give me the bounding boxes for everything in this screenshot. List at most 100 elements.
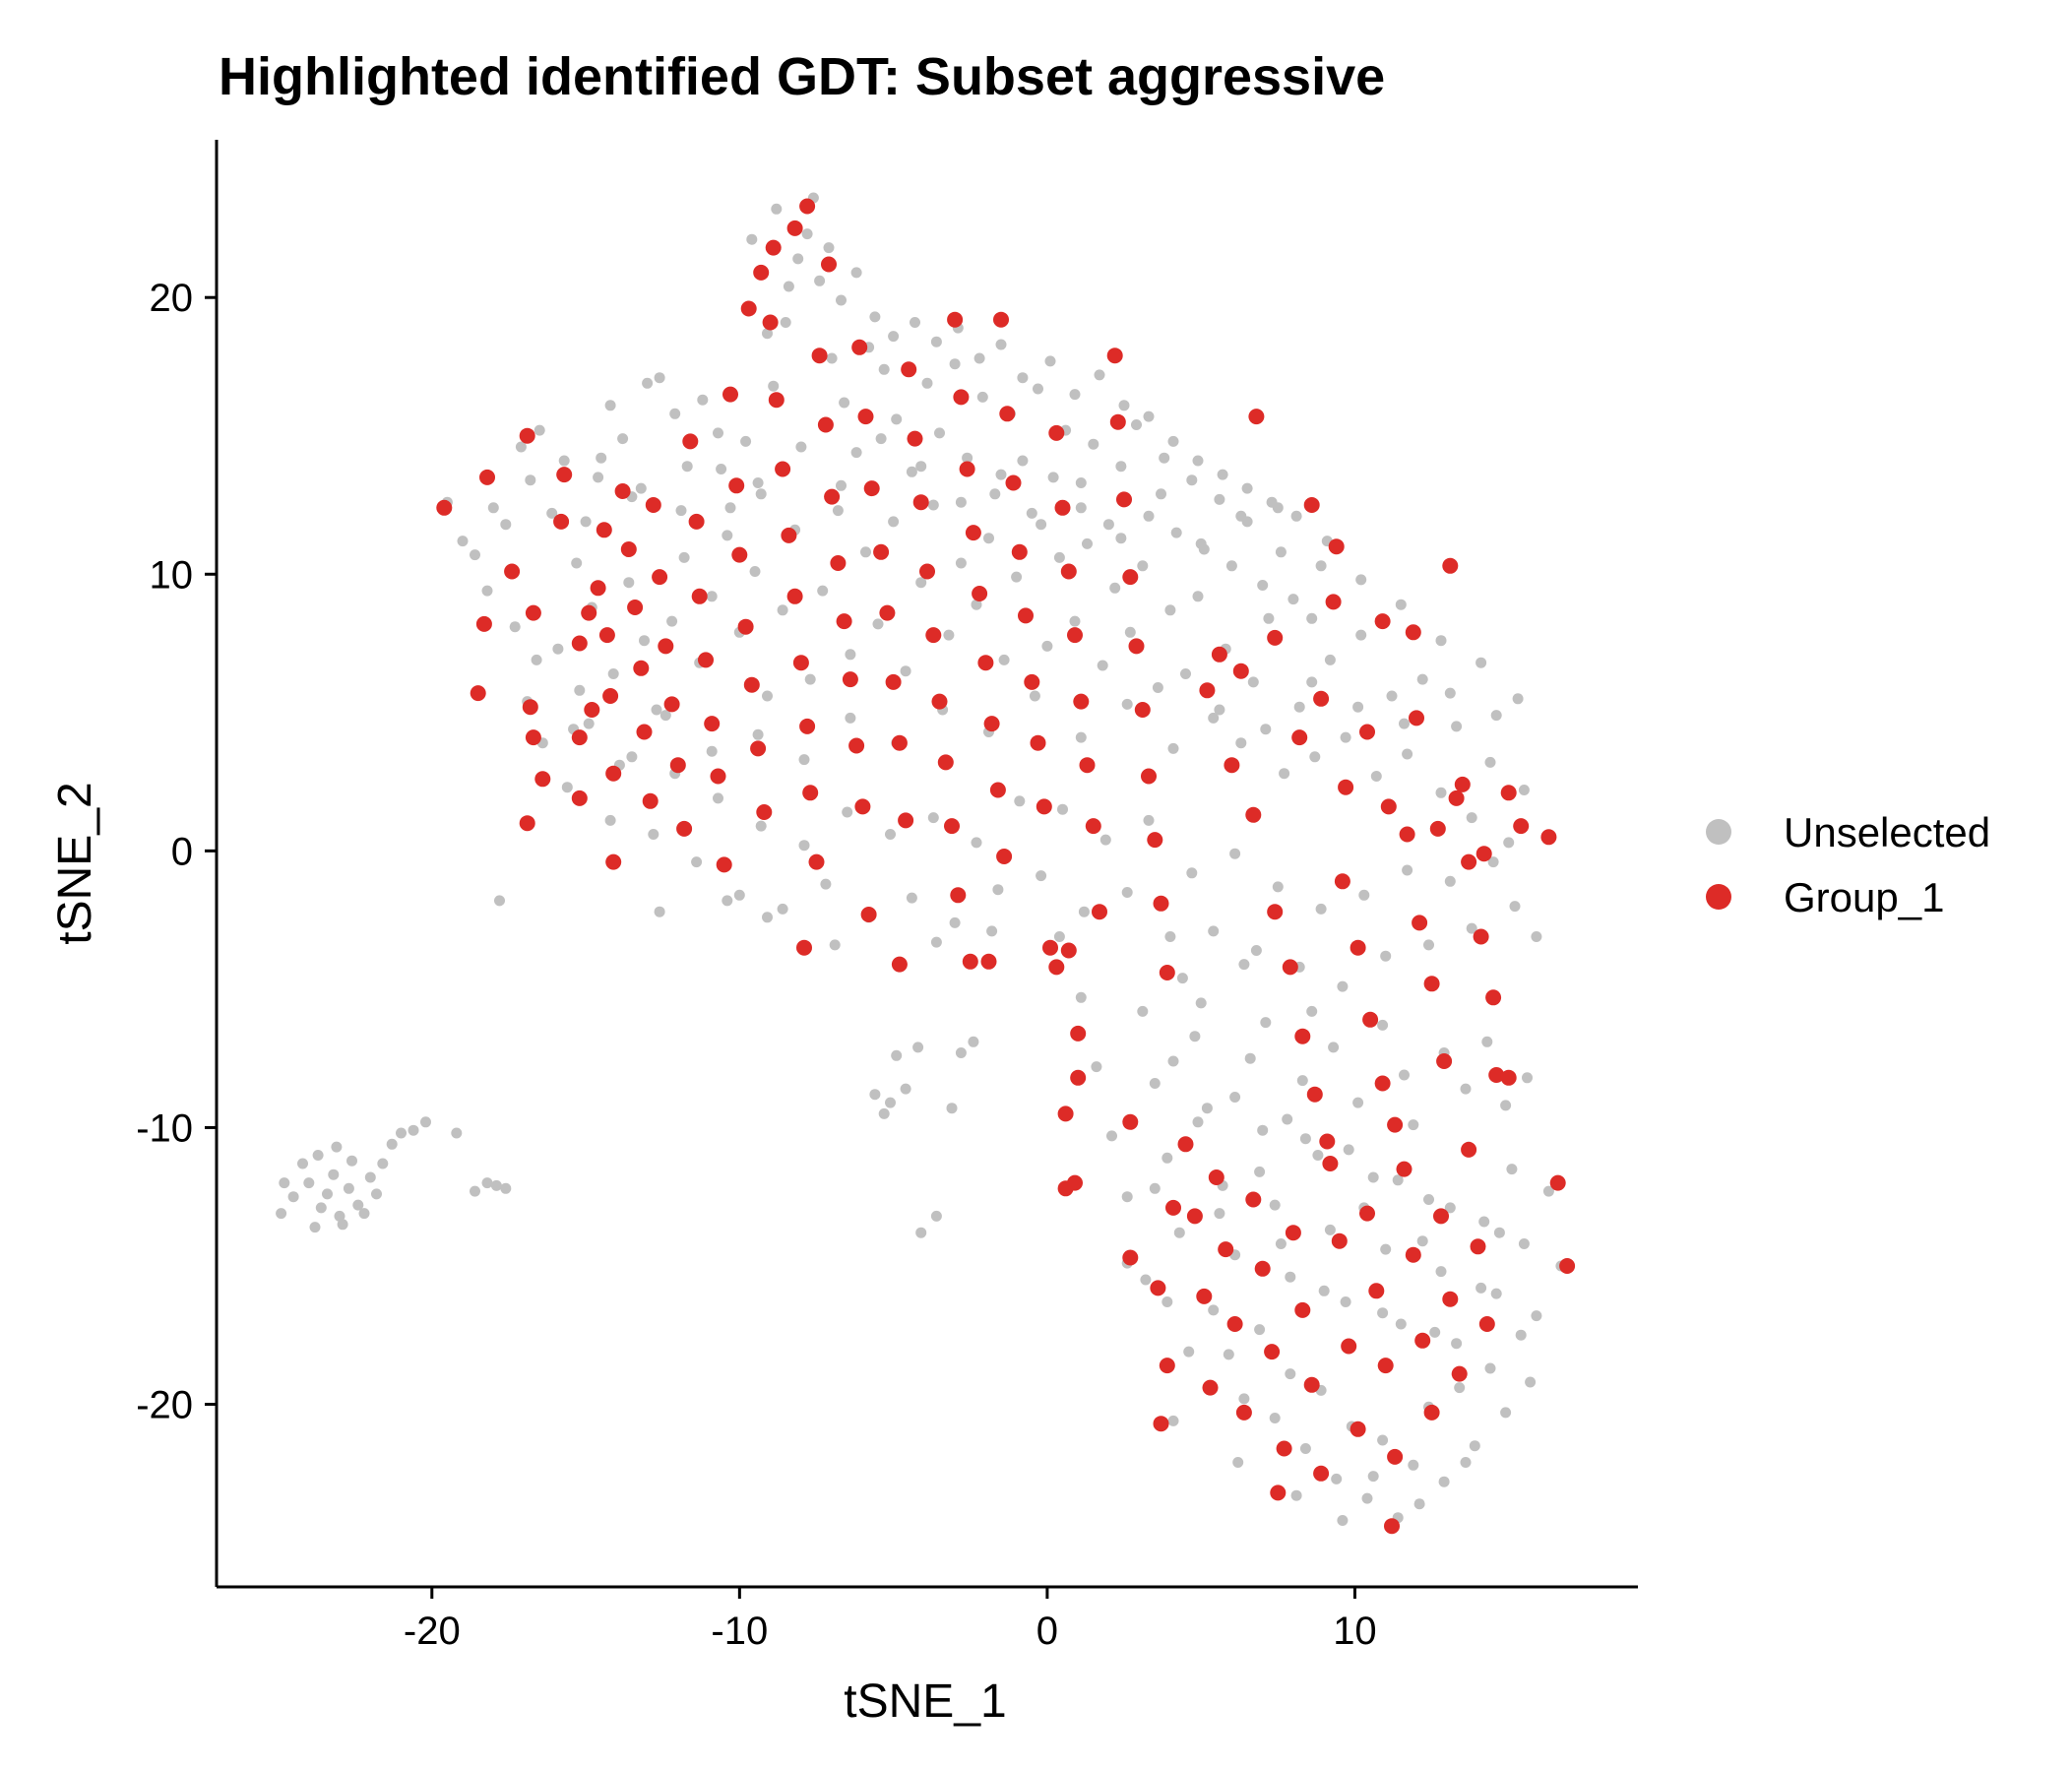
data-point	[1470, 1238, 1486, 1255]
data-point	[276, 1208, 287, 1220]
data-point	[869, 1089, 881, 1101]
data-point	[1214, 493, 1225, 505]
data-point	[1444, 1202, 1456, 1214]
data-point	[1500, 1100, 1512, 1111]
data-point	[1254, 1260, 1271, 1277]
data-point	[500, 519, 512, 531]
data-point	[1488, 1067, 1505, 1083]
x-axis-ticks: -20 -10 0 10	[404, 1587, 1377, 1653]
data-point	[571, 557, 583, 569]
data-point	[949, 916, 961, 928]
data-point	[1454, 1382, 1466, 1394]
data-point	[1167, 742, 1179, 754]
data-point	[1036, 519, 1047, 531]
data-point	[706, 591, 718, 602]
data-point	[1192, 1116, 1204, 1128]
data-point	[1257, 580, 1269, 591]
data-point	[1247, 676, 1259, 688]
data-point	[832, 505, 844, 517]
data-point	[971, 599, 982, 610]
data-point	[642, 377, 654, 389]
data-point	[1134, 702, 1151, 718]
data-point	[584, 702, 600, 718]
data-point	[1481, 1036, 1493, 1047]
data-point	[872, 618, 884, 630]
data-point	[420, 1116, 431, 1128]
data-point	[752, 477, 764, 488]
data-point	[531, 654, 542, 665]
legend-marker	[1706, 819, 1731, 845]
data-point	[1250, 945, 1262, 956]
x-tick-label: 10	[1333, 1610, 1377, 1653]
data-point	[1315, 903, 1327, 915]
data-point	[652, 569, 668, 586]
data-point	[1368, 1283, 1385, 1299]
data-point	[823, 242, 835, 254]
y-tick-label: 20	[150, 277, 194, 320]
data-point	[821, 256, 837, 273]
data-point	[891, 734, 908, 751]
data-point	[1036, 870, 1047, 882]
data-point	[639, 635, 650, 647]
data-point	[1448, 790, 1465, 806]
data-point	[1423, 976, 1440, 992]
data-point	[1005, 474, 1022, 491]
data-point	[1254, 1166, 1266, 1177]
data-point	[556, 467, 573, 483]
data-point	[946, 1103, 958, 1114]
data-point	[953, 389, 970, 406]
data-point	[1387, 1448, 1404, 1465]
data-point	[581, 604, 597, 621]
data-point	[1044, 355, 1056, 367]
data-point	[915, 1227, 927, 1238]
data-point	[983, 716, 1000, 732]
data-point	[768, 392, 785, 409]
data-point	[1060, 942, 1077, 959]
data-point	[733, 889, 745, 901]
data-point	[1522, 1072, 1533, 1084]
y-tick-label: 0	[171, 830, 193, 873]
data-point	[1069, 389, 1081, 401]
data-point	[1106, 347, 1123, 364]
data-point	[1367, 1171, 1379, 1183]
data-point	[1512, 693, 1524, 705]
data-point	[1092, 904, 1107, 920]
data-point	[1176, 973, 1188, 984]
data-point	[1266, 496, 1278, 508]
data-point	[1060, 563, 1077, 580]
data-point	[1416, 673, 1428, 685]
data-point	[912, 494, 929, 511]
data-point	[1128, 638, 1145, 655]
data-point	[1306, 1005, 1318, 1017]
data-point	[1152, 682, 1163, 693]
data-point	[1309, 751, 1321, 763]
data-point	[1299, 1443, 1311, 1454]
data-point	[1153, 1416, 1169, 1432]
data-point	[1238, 1393, 1250, 1405]
data-point	[1361, 1492, 1373, 1504]
data-point	[1542, 1185, 1554, 1197]
data-point	[534, 771, 551, 788]
series-unselected	[276, 192, 1567, 1526]
data-point	[1513, 818, 1530, 835]
data-point	[1444, 875, 1456, 887]
data-point	[648, 829, 659, 840]
data-point	[971, 837, 982, 849]
data-point	[1412, 915, 1428, 931]
data-point	[1414, 1332, 1431, 1349]
data-point	[1331, 1473, 1343, 1485]
data-point	[1377, 1358, 1394, 1374]
data-point	[1122, 1113, 1139, 1130]
data-point	[927, 812, 939, 824]
data-point	[681, 461, 693, 473]
data-point	[1122, 1249, 1139, 1266]
data-point	[1402, 864, 1413, 876]
data-point	[1078, 906, 1090, 917]
data-point	[1352, 701, 1364, 713]
data-point	[1026, 507, 1037, 519]
data-point	[1029, 690, 1040, 702]
data-point	[722, 895, 733, 907]
data-point	[1380, 950, 1392, 962]
data-point	[1476, 657, 1487, 668]
data-point	[891, 956, 908, 973]
